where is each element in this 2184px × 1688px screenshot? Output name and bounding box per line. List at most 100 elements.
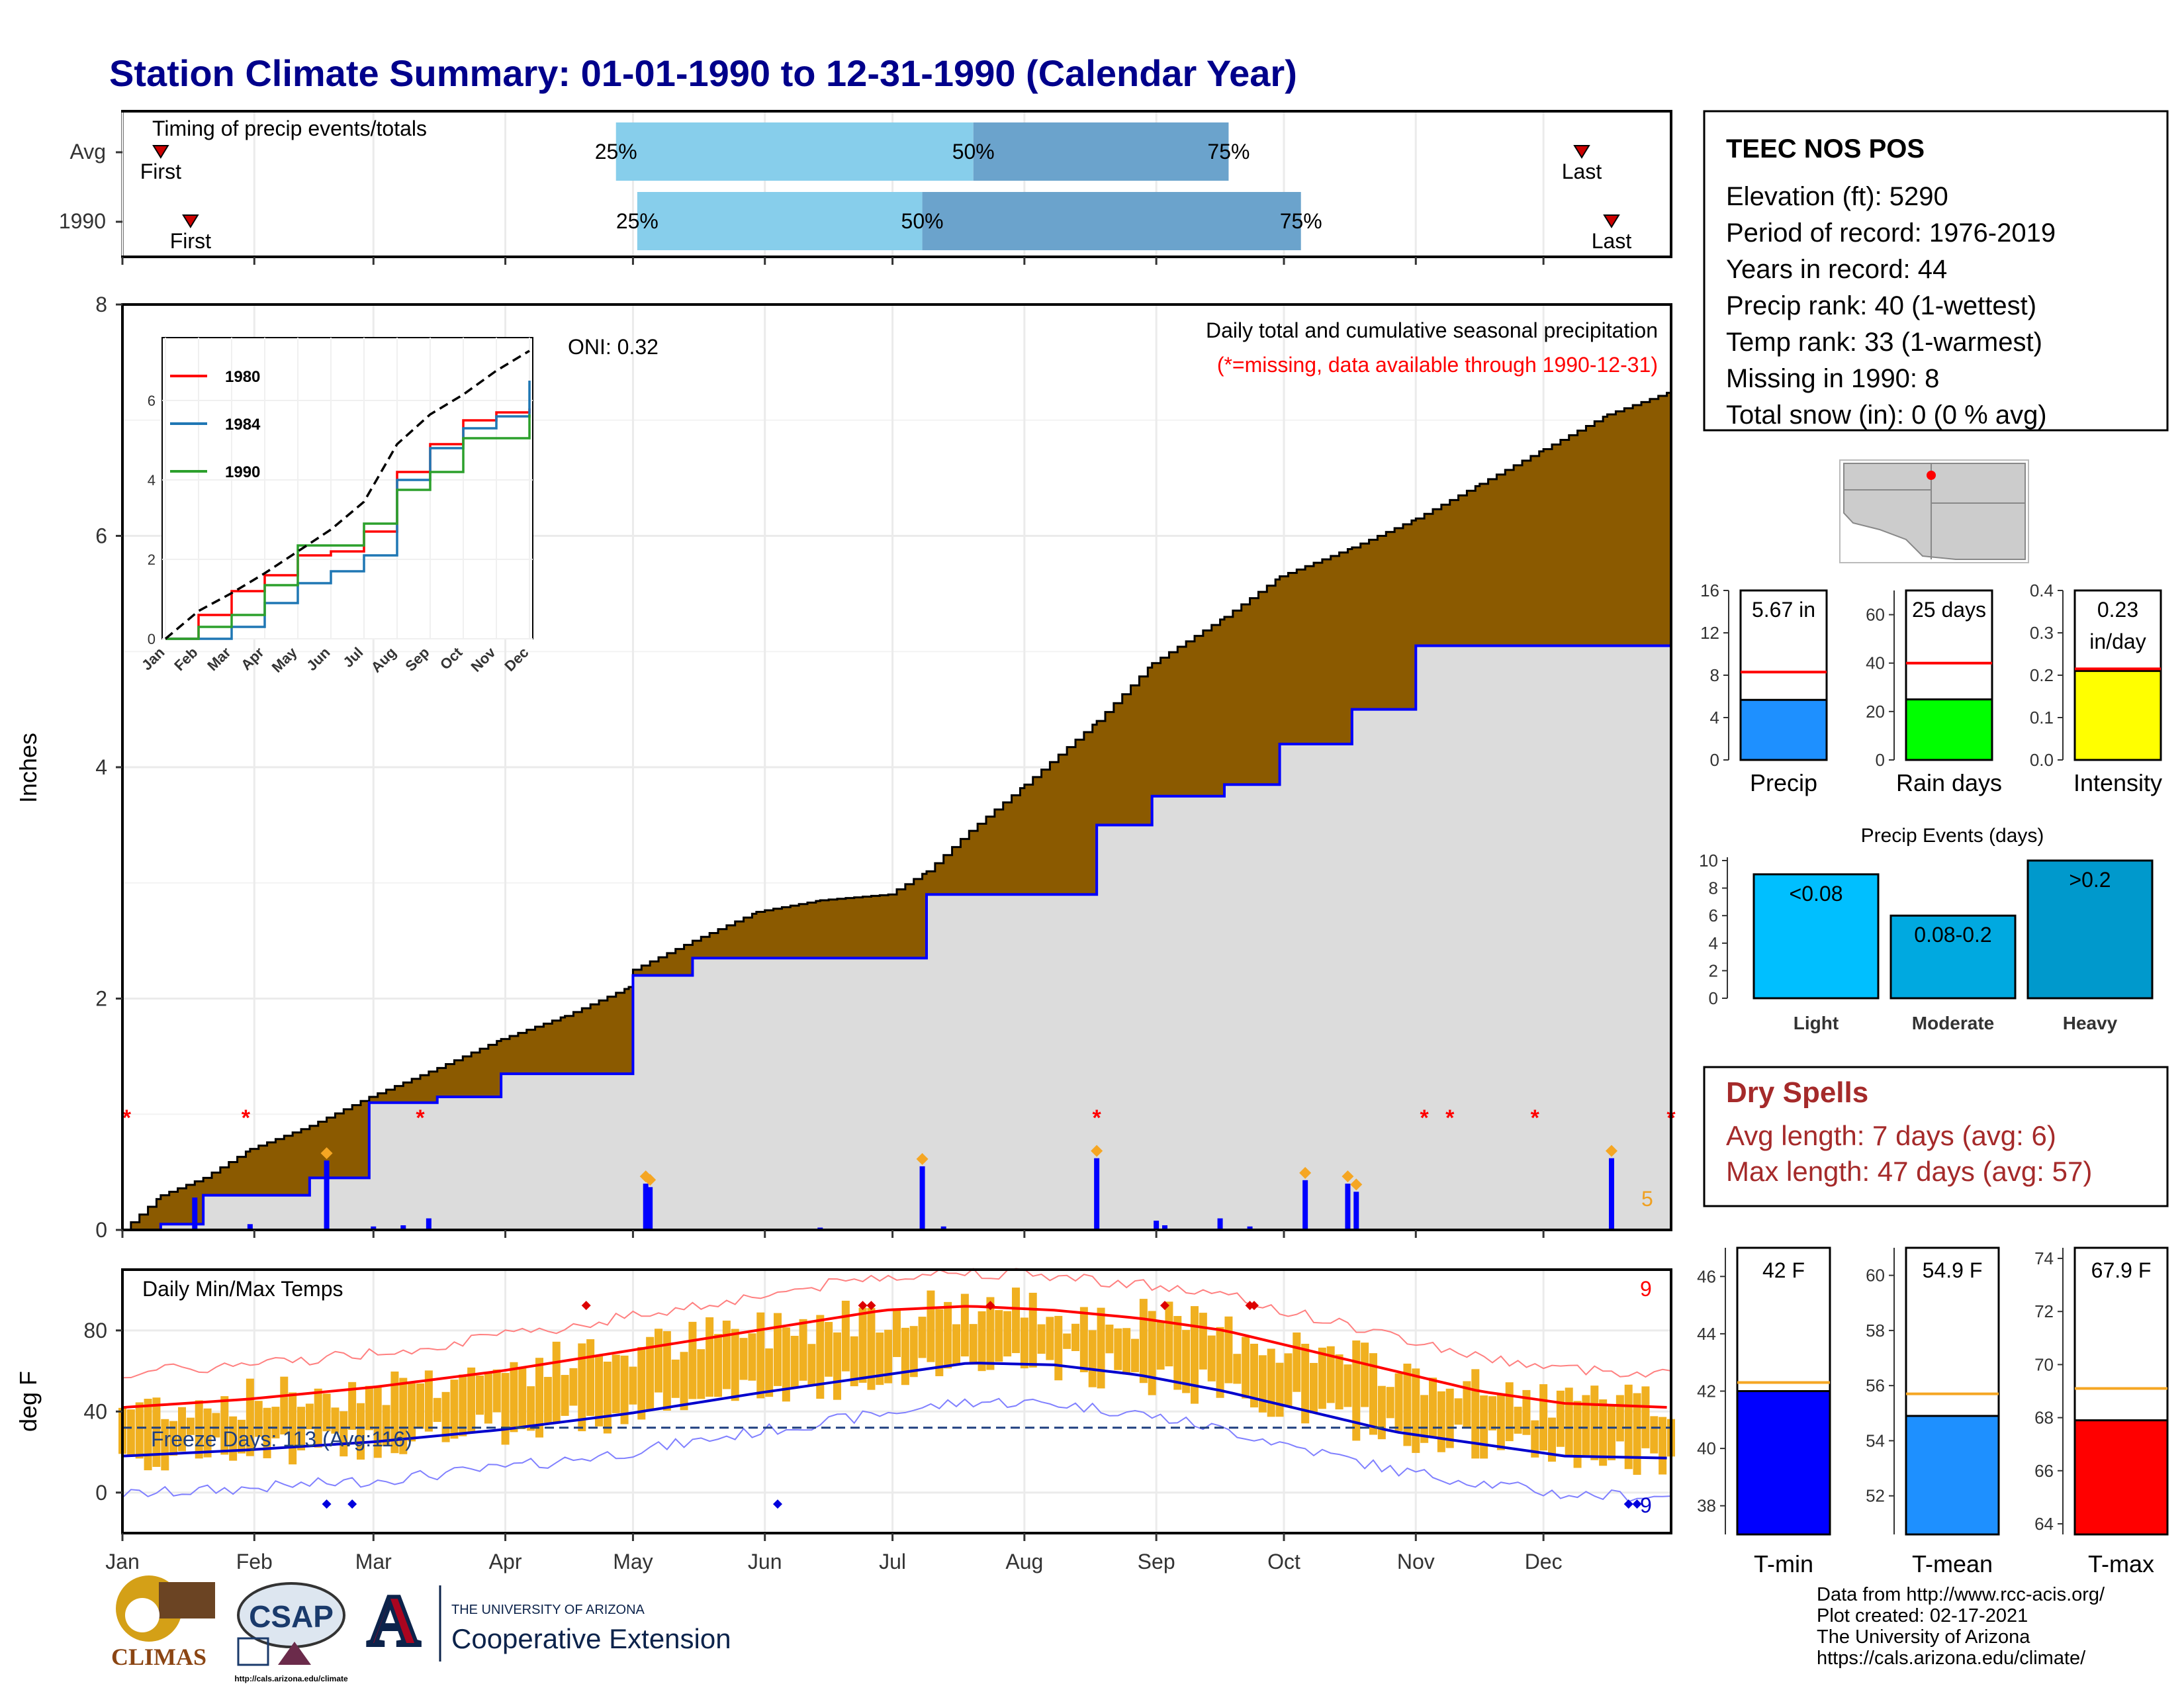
daily-temp-bar <box>1615 1395 1624 1442</box>
daily-precip-bar <box>1353 1192 1359 1230</box>
small-bar-ytick-label: 0.4 <box>2030 581 2054 600</box>
daily-temp-bar <box>152 1397 161 1467</box>
timing-bar-50-75 <box>973 122 1229 181</box>
ua-logo-line2: Cooperative Extension <box>451 1623 731 1654</box>
daily-temp-bar <box>1318 1347 1326 1409</box>
small-bar-label: Precip <box>1750 769 1817 796</box>
daily-temp-bar <box>1233 1354 1242 1384</box>
daily-temp-bar <box>637 1346 646 1420</box>
daily-temp-bar <box>1054 1315 1063 1381</box>
daily-temp-bar <box>1335 1354 1343 1410</box>
daily-temp-bar <box>1437 1391 1445 1452</box>
daily-temp-bar <box>1012 1288 1020 1354</box>
precip-corner-count: 5 <box>1641 1187 1653 1211</box>
small-precip-bars: 0 4 8 12 16 5.67 in Precip 0 20 40 60 25 days Rain d… <box>1700 581 2162 796</box>
temp-bar-value <box>1905 1415 2000 1536</box>
inset-legend-label: 1990 <box>225 463 260 481</box>
daily-temp-bar <box>833 1332 841 1400</box>
daily-temp-bar <box>186 1417 195 1435</box>
daily-temp-bar <box>263 1407 271 1458</box>
daily-temp-bar <box>1445 1388 1454 1448</box>
inset-legend-label: 1984 <box>225 416 261 434</box>
climas-logo-text: CLIMAS <box>111 1644 206 1670</box>
precip-avg-line <box>122 391 1672 1231</box>
temp-bar-ytick-label: 44 <box>1697 1324 1716 1344</box>
small-bar-ytick-label: 0.2 <box>2030 665 2054 685</box>
daily-temp-bar <box>441 1391 450 1442</box>
daily-precip-bar <box>1609 1158 1614 1230</box>
missing-marker: * <box>242 1105 251 1131</box>
daily-temp-bar <box>765 1348 774 1397</box>
daily-temp-bar <box>1310 1362 1318 1413</box>
daily-temp-bar <box>1037 1324 1046 1354</box>
daily-temp-bar <box>722 1321 731 1389</box>
daily-temp-bar <box>1207 1335 1216 1382</box>
inset-chart: Jan Feb Mar Apr May Jun Jul Aug Sep Oct Nov Dec0246… <box>138 337 533 676</box>
missing-marker: * <box>416 1105 425 1131</box>
precip-title: Daily total and cumulative seasonal prec… <box>1206 318 1658 342</box>
temp-bar-ytick-label: 74 <box>2034 1248 2054 1268</box>
daily-temp-bar <box>476 1375 484 1415</box>
daily-temp-bar <box>1565 1387 1573 1456</box>
station-info-line: Years in record: 44 <box>1726 255 1947 284</box>
daily-temp-bar <box>1131 1338 1139 1372</box>
temp-bar-value <box>1736 1390 1831 1536</box>
small-bar-ytick-label: 0.3 <box>2030 623 2054 643</box>
record-high-marker <box>985 1301 995 1311</box>
timing-last-label: Last <box>1592 229 1632 253</box>
small-bar-title: in/day <box>2089 630 2146 653</box>
daily-temp-bar <box>1454 1398 1463 1425</box>
record-low-marker <box>773 1499 782 1509</box>
daily-temp-bar <box>1326 1346 1335 1403</box>
daily-temp-bar <box>1496 1393 1505 1450</box>
daily-temp-bar <box>1199 1313 1207 1370</box>
csap-logo-mark <box>237 1637 269 1666</box>
daily-precip-record-marker <box>1606 1145 1617 1157</box>
events-title: Precip Events (days) <box>1861 825 2044 847</box>
timing-panel: Timing of precip events/totals Avg 25% 50%… <box>59 110 1672 265</box>
precip-events-chart: Precip Events (days) 0 2 4 6 8 10 <0.08 Light 0.… <box>1699 825 2154 1033</box>
daily-temp-bar <box>620 1355 629 1425</box>
timing-bar-25-50 <box>615 122 974 181</box>
daily-temp-bar <box>774 1313 782 1386</box>
timing-first-marker <box>182 214 199 228</box>
temp-ytick-label: 80 <box>83 1319 107 1342</box>
map-region <box>1843 463 2026 560</box>
daily-temp-bar <box>1293 1332 1301 1392</box>
daily-temp-bar <box>1659 1417 1667 1475</box>
daily-precip-bar <box>1162 1225 1167 1230</box>
timing-bar-50-75 <box>922 192 1301 250</box>
daily-temp-bar <box>867 1307 876 1390</box>
daily-temp-bar <box>459 1374 467 1436</box>
missing-marker: * <box>1445 1105 1455 1131</box>
daily-temp-bar <box>858 1307 867 1383</box>
month-label: Jul <box>879 1550 906 1573</box>
daily-temp-bar <box>399 1378 408 1454</box>
daily-precip-bar <box>1154 1221 1160 1230</box>
daily-temp-bar <box>655 1329 662 1393</box>
station-location-marker <box>1927 471 1936 480</box>
daily-temp-bar <box>1173 1316 1182 1390</box>
daily-temp-bar <box>1242 1336 1250 1399</box>
dry-spells-max: Max length: 47 days (avg: 57) <box>1726 1156 2092 1187</box>
small-bar-value <box>1905 698 1993 761</box>
temp-bar-ytick-label: 42 <box>1697 1382 1716 1401</box>
temp-bar-title: 42 F <box>1762 1258 1805 1282</box>
daily-temp-bar <box>1556 1390 1565 1447</box>
timing-p25-label: 25% <box>616 209 659 233</box>
station-info-line: Total snow (in): 0 (0 % avg) <box>1726 400 2047 430</box>
timing-row-label: 1990 <box>59 209 106 233</box>
small-bar-ytick-label: 0.0 <box>2030 750 2054 770</box>
daily-temp-bar <box>1020 1317 1028 1369</box>
ua-logo-letter: A <box>367 1580 420 1661</box>
timing-last-marker <box>1603 214 1620 228</box>
daily-temp-bar <box>195 1400 203 1459</box>
inset-legend-label: 1980 <box>225 368 260 386</box>
daily-temp-bar <box>909 1326 918 1378</box>
record-low-marker <box>322 1499 332 1509</box>
daily-precip-record-marker <box>1091 1145 1103 1157</box>
temp-ytick-label: 0 <box>95 1481 107 1505</box>
temp-bar-ytick-label: 60 <box>1866 1266 1885 1286</box>
daily-temp-bar <box>1156 1321 1165 1370</box>
